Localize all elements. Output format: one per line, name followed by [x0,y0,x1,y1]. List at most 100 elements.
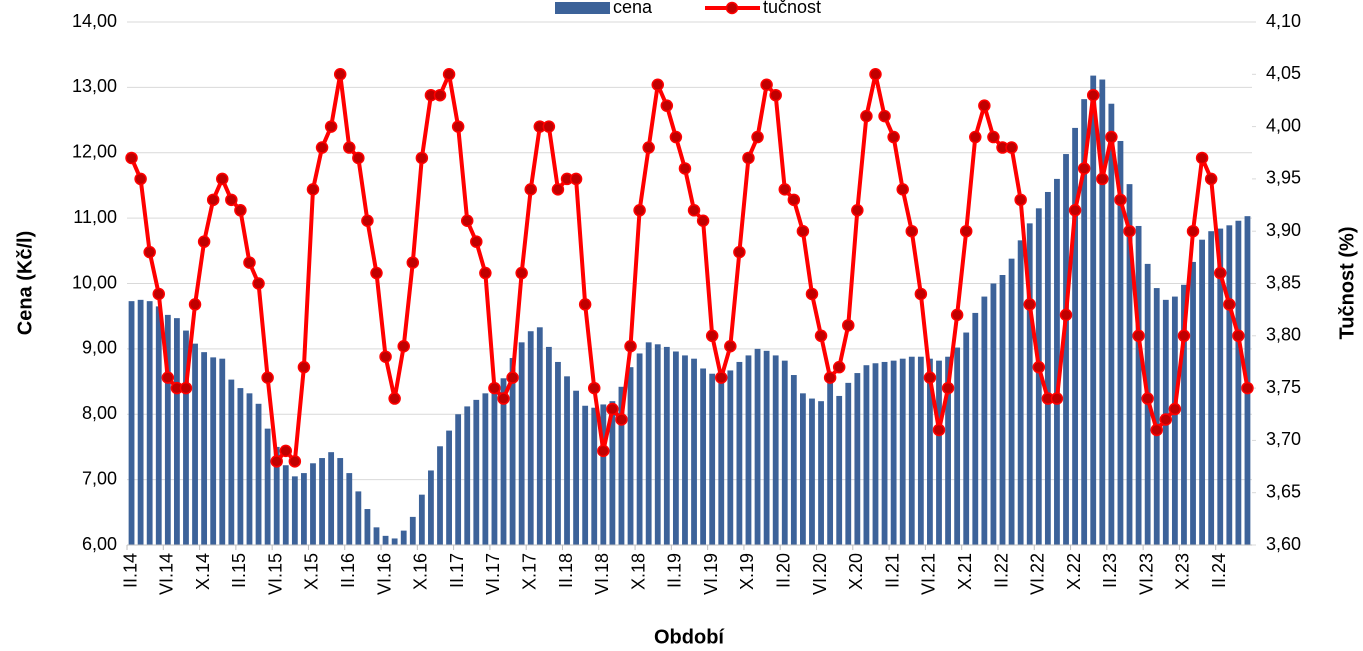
x-tick-label: X.17 [519,553,539,590]
legend-marker [725,1,739,15]
bar [618,386,625,545]
line-marker [1159,413,1173,426]
bar [917,356,924,545]
bar [582,405,589,545]
x-tick-label: II.15 [229,553,249,588]
line-marker [633,204,646,217]
line-marker [433,88,447,102]
bar [418,494,425,545]
bar [409,516,416,545]
line-marker [1068,204,1082,217]
line-marker [724,340,737,353]
bar [364,509,371,545]
y2-tick-label: 3,75 [1266,377,1301,397]
line-marker [1059,308,1073,322]
line-marker [1032,360,1046,374]
bar [718,375,725,545]
y2-tick-label: 3,90 [1266,220,1301,240]
line-marker [887,130,900,144]
bar [183,330,189,545]
bar [1235,220,1242,546]
bar [237,388,244,545]
bar [709,373,716,545]
line-marker [206,193,220,207]
bar [355,491,362,545]
line-marker [197,235,211,248]
line-marker [1141,392,1154,405]
bar [890,360,897,545]
bar [545,346,552,545]
legend-swatch [555,2,610,14]
line-marker [261,371,274,384]
bar [1090,75,1097,546]
line-marker [914,287,928,301]
bar [636,353,643,545]
bar [863,365,870,545]
bar [772,355,779,545]
line-marker [515,266,528,280]
x-tick-label: II.16 [338,553,358,588]
line-marker [1023,298,1036,311]
line-marker [479,266,492,280]
y-tick-label: 9,00 [82,338,117,358]
line-marker [1105,130,1118,144]
bar [301,473,307,545]
line-marker [587,381,601,395]
line-marker [1077,162,1091,175]
line-marker [497,392,510,405]
bar [872,363,879,545]
x-tick-label: X.20 [846,553,866,590]
bar [1135,225,1142,545]
line-marker [678,162,692,175]
line-marker [651,78,664,92]
line-marker [823,371,837,384]
line-marker [969,130,982,144]
bar [464,406,471,545]
line-marker [333,68,347,81]
line-marker [1241,381,1254,395]
bar [945,356,951,545]
bar [836,395,843,545]
legend-label: cena [613,0,653,17]
line-marker [551,183,565,196]
line-marker [715,371,728,384]
line-marker [896,183,909,196]
line-marker [578,298,592,311]
line-marker [506,371,519,384]
y2-tick-label: 4,00 [1266,115,1301,135]
y2-tick-label: 3,80 [1266,325,1301,345]
bar [1054,178,1060,545]
line-marker [315,141,329,154]
x-tick-label: II.24 [1209,553,1229,588]
x-tick-label: II.17 [447,553,467,588]
bar [146,301,153,545]
line-marker [796,224,810,238]
bar [990,283,997,545]
bar [164,314,171,545]
y2-tick-label: 3,65 [1266,481,1301,501]
x-tick-label: II.19 [665,553,685,588]
bar [972,312,979,545]
y2-tick-label: 3,95 [1266,168,1301,188]
bar [1153,288,1160,545]
x-tick-label: X.16 [411,553,431,590]
line-marker [279,444,293,458]
line-marker [125,151,138,165]
bar [818,401,824,545]
line-marker [460,214,474,227]
bar [809,398,815,545]
line-marker [270,455,283,468]
line-marker [415,151,429,165]
y-tick-label: 6,00 [82,534,117,554]
y-tick-label: 8,00 [82,403,117,423]
bar [854,373,861,545]
line-marker [1014,193,1027,207]
x-tick-label: VI.22 [1028,553,1048,595]
x-tick-label: X.14 [193,553,213,590]
bar [600,404,607,545]
y-tick-label: 11,00 [73,207,117,227]
legend-label: tučnost [763,0,821,17]
x-tick-label: VI.17 [483,553,503,595]
x-tick-label: VI.16 [374,553,394,595]
